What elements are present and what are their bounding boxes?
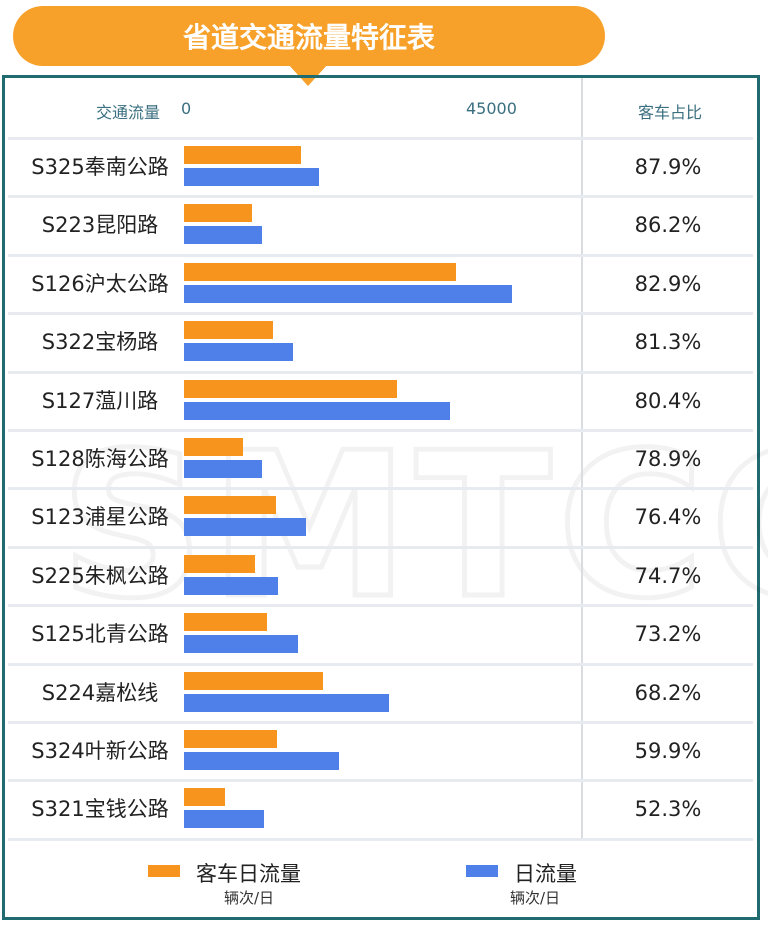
chart-title: 省道交通流量特征表	[182, 21, 435, 54]
legend-label-total: 日流量	[514, 862, 577, 886]
legend-label-passenger: 客车日流量	[196, 862, 301, 886]
road-name: S224嘉松线	[41, 680, 159, 705]
row-separator	[8, 370, 753, 374]
road-name: S325奉南公路	[31, 155, 169, 179]
legend-swatch-total	[466, 865, 498, 877]
bar-passenger	[184, 262, 457, 281]
bar-passenger	[184, 788, 226, 807]
road-name: S125北青公路	[31, 622, 169, 647]
road-name: S126沪太公路	[31, 271, 169, 296]
bar-total	[184, 168, 319, 186]
passenger-ratio: 82.9%	[634, 271, 702, 296]
bar-total	[184, 401, 451, 420]
legend-unit-total: 辆次/日	[510, 889, 561, 907]
passenger-ratio: 76.4%	[634, 505, 702, 530]
road-name: S225朱枫公路	[31, 563, 169, 588]
flow-header-label: 交通流量	[96, 103, 161, 122]
passenger-ratio: 78.9%	[634, 447, 702, 471]
passenger-ratio: 80.4%	[634, 388, 702, 413]
passenger-ratio: 52.3%	[634, 797, 702, 822]
bar-passenger	[184, 554, 256, 573]
row-separator	[8, 429, 753, 432]
row-separator	[8, 837, 753, 841]
road-name: S223昆阳路	[41, 213, 159, 238]
bar-total	[184, 460, 263, 478]
row-separator	[8, 604, 753, 608]
passenger-ratio: 68.2%	[634, 680, 702, 705]
bar-total	[184, 576, 278, 595]
bar-total	[184, 226, 263, 245]
bar-total	[184, 752, 339, 770]
legend-unit-passenger: 辆次/日	[224, 889, 275, 907]
bar-total	[184, 284, 512, 303]
passenger-ratio: 74.7%	[634, 563, 702, 588]
row-separator	[8, 662, 753, 666]
row-separator	[8, 545, 753, 549]
road-name: S321宝钱公路	[31, 797, 169, 822]
axis-max-label: 45000	[466, 99, 517, 118]
road-name: S128陈海公路	[31, 447, 169, 471]
passenger-ratio: 59.9%	[634, 739, 702, 763]
row-separator	[8, 779, 753, 783]
bar-passenger	[184, 613, 267, 632]
bar-passenger	[184, 321, 273, 340]
passenger-ratio: 81.3%	[634, 330, 702, 355]
legend-swatch-passenger	[148, 865, 180, 877]
row-separator	[8, 312, 753, 316]
column-divider	[581, 78, 583, 840]
bar-total	[184, 518, 307, 537]
row-separator	[8, 195, 753, 199]
row-separator	[8, 487, 753, 491]
bar-total	[184, 635, 299, 654]
bar-passenger	[184, 438, 243, 456]
bar-passenger	[184, 146, 302, 164]
bar-total	[184, 343, 294, 362]
passenger-ratio: 73.2%	[634, 622, 702, 647]
row-separator	[8, 253, 753, 257]
ratio-header-label: 客车占比	[638, 103, 703, 122]
road-name: S123浦星公路	[31, 505, 169, 530]
passenger-ratio: 87.9%	[634, 155, 702, 179]
bar-total	[184, 810, 264, 829]
road-name: S322宝杨路	[41, 330, 159, 355]
passenger-ratio: 86.2%	[634, 213, 702, 238]
road-name: S324叶新公路	[31, 739, 169, 763]
row-separator	[8, 721, 753, 724]
bar-total	[184, 693, 389, 712]
axis-min-label: 0	[181, 99, 192, 118]
bar-passenger	[184, 379, 398, 398]
bar-passenger	[184, 671, 323, 690]
road-name: S127蕰川路	[41, 388, 159, 413]
row-separator	[8, 137, 753, 140]
table-frame	[2, 75, 760, 920]
bar-passenger	[184, 496, 276, 515]
chart-title-banner: 省道交通流量特征表	[13, 6, 605, 66]
bar-passenger	[184, 730, 278, 748]
bar-passenger	[184, 204, 253, 223]
